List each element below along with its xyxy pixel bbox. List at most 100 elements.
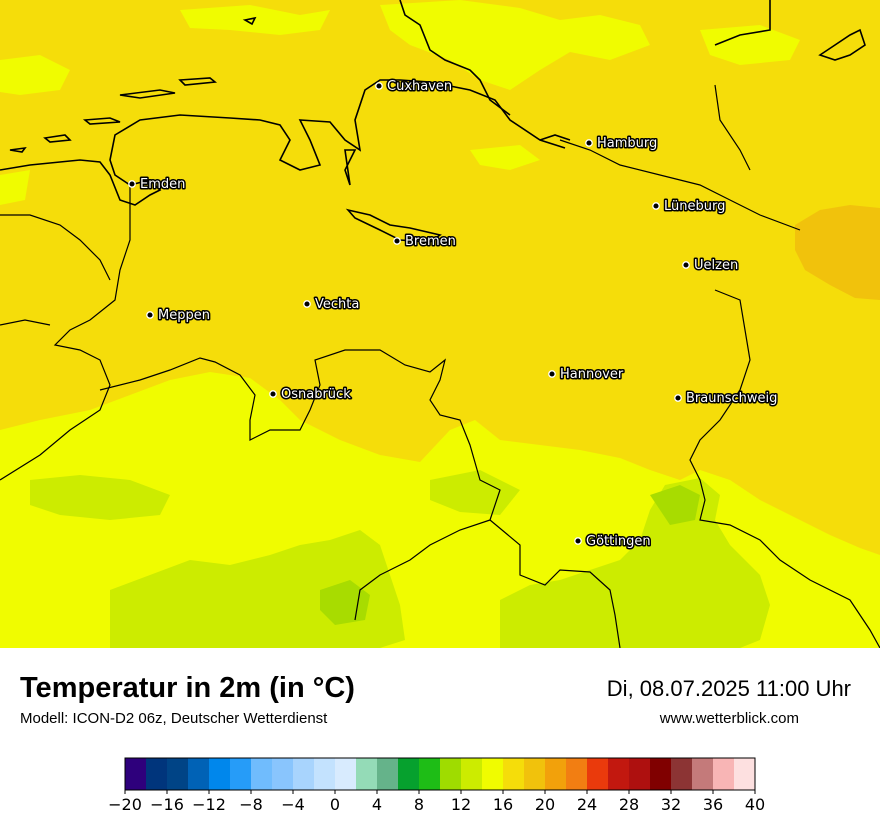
temp-patch-north-5 [700, 25, 800, 65]
temp-field-14-16-d [430, 470, 520, 515]
legend-tick-label: 32 [661, 795, 681, 814]
city-label: Bremen [405, 234, 456, 249]
legend-tick-label: 24 [577, 795, 597, 814]
city-label: Cuxhaven [387, 79, 452, 94]
legend-swatch [188, 758, 210, 790]
city-hannover: Hannover [548, 366, 625, 384]
city-dot [674, 394, 682, 402]
temp-patch-north-2 [380, 0, 650, 90]
city-dot [548, 370, 556, 378]
legend-swatch [524, 758, 546, 790]
legend-swatch [419, 758, 441, 790]
legend-swatch [587, 758, 609, 790]
legend-tick-label: 12 [451, 795, 471, 814]
legend-swatch [629, 758, 651, 790]
legend-tick-label: −8 [239, 795, 263, 814]
legend-swatch [230, 758, 252, 790]
city-bremen: Bremen [393, 233, 457, 251]
city-hamburg: Hamburg [585, 135, 659, 153]
legend-swatch [734, 758, 756, 790]
city-dot [574, 537, 582, 545]
legend-swatch [167, 758, 189, 790]
city-uelzen: Uelzen [682, 257, 740, 275]
legend-swatch [503, 758, 525, 790]
city-vechta: Vechta [303, 296, 361, 314]
legend-swatch [671, 758, 693, 790]
city-dot [375, 82, 383, 90]
model-subtitle: Modell: ICON-D2 06z, Deutscher Wetterdie… [20, 710, 328, 727]
legend-swatch [335, 758, 357, 790]
website-link[interactable]: www.wetterblick.com [659, 710, 799, 727]
legend-tick-label: 28 [619, 795, 639, 814]
city-label: Lüneburg [664, 199, 725, 214]
legend-tick-label: 20 [535, 795, 555, 814]
forecast-datetime: Di, 08.07.2025 11:00 Uhr [606, 676, 851, 701]
city-meppen: Meppen [146, 307, 211, 325]
temperature-map: Cuxhaven Hamburg Emden Lüneburg Bremen Uelzen… [0, 0, 880, 648]
legend-swatch [272, 758, 294, 790]
legend-frame [124, 757, 756, 791]
temp-field-20-22 [795, 205, 880, 300]
legend-tick-label: 0 [330, 795, 340, 814]
legend-swatch [146, 758, 168, 790]
city-label: Uelzen [694, 258, 738, 273]
legend-swatch [251, 758, 273, 790]
legend-swatch [713, 758, 735, 790]
city-dot [682, 261, 690, 269]
legend-swatch [314, 758, 336, 790]
city-label: Vechta [315, 297, 359, 312]
legend-swatch [377, 758, 399, 790]
temp-field-14-16-c [30, 475, 170, 520]
city-label: Braunschweig [686, 391, 777, 406]
city-label: Hamburg [597, 136, 657, 151]
city-label: Hannover [560, 367, 624, 382]
temp-patch-north-4 [470, 145, 540, 170]
city-label: Osnabrück [281, 387, 351, 402]
legend-tick-label: 40 [745, 795, 765, 814]
temp-spot-green-1 [320, 580, 370, 625]
legend-tick-label: 4 [372, 795, 382, 814]
legend-tick-label: 36 [703, 795, 723, 814]
legend-swatch [125, 758, 147, 790]
coastlines [0, 0, 866, 243]
legend-swatch [545, 758, 567, 790]
legend-swatch [356, 758, 378, 790]
legend-swatch [566, 758, 588, 790]
city-label: Meppen [158, 308, 210, 323]
legend-tick-label: −4 [281, 795, 305, 814]
city-dot [393, 237, 401, 245]
city-dot [269, 390, 277, 398]
temp-patch-north-3 [0, 55, 70, 95]
legend-swatch [398, 758, 420, 790]
legend-svg: −20 −16 −12 −8 −4 0 4 8 12 16 20 24 28 32 36 40 [108, 757, 765, 814]
legend-swatch [461, 758, 483, 790]
city-gttingen: Göttingen [574, 533, 652, 551]
legend-swatch [692, 758, 714, 790]
city-braunschweig: Braunschweig [674, 390, 779, 408]
city-dot [585, 139, 593, 147]
color-scale-legend: −20 −16 −12 −8 −4 0 4 8 12 16 20 24 28 32 36 40 [100, 754, 780, 824]
page-title: Temperatur in 2m (in °C) [20, 672, 355, 704]
city-dot [146, 311, 154, 319]
legend-swatch [608, 758, 630, 790]
legend-tick-label: 8 [414, 795, 424, 814]
temp-spot-green-2 [650, 485, 700, 525]
city-dot [652, 202, 660, 210]
city-osnabrck: Osnabrück [269, 386, 353, 404]
city-dot [128, 180, 136, 188]
city-lneburg: Lüneburg [652, 198, 727, 216]
temp-patch-west [0, 170, 30, 205]
legend-tick-label: −20 [108, 795, 142, 814]
city-markers: Cuxhaven Hamburg Emden Lüneburg Bremen Uelzen… [128, 78, 779, 551]
map-canvas: Cuxhaven Hamburg Emden Lüneburg Bremen Uelzen… [0, 0, 880, 648]
state-borders [0, 84, 880, 648]
legend-swatch [482, 758, 504, 790]
legend-tick-label: −12 [192, 795, 226, 814]
legend-swatch [440, 758, 462, 790]
legend-tick-label: −16 [150, 795, 184, 814]
legend-tick-label: 16 [493, 795, 513, 814]
legend-swatch [293, 758, 315, 790]
temp-patch-north [180, 5, 330, 35]
legend-swatch [209, 758, 231, 790]
legend-swatch [650, 758, 672, 790]
